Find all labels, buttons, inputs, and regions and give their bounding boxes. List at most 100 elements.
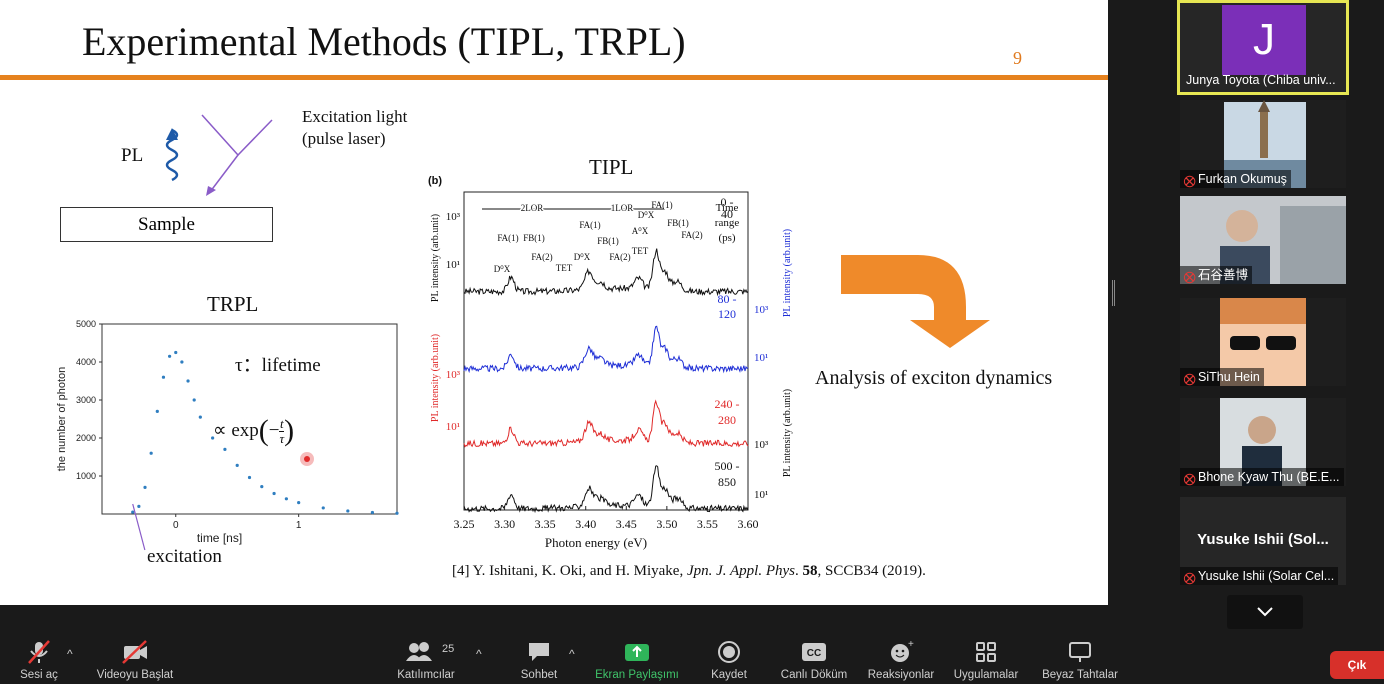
y-axis-label: the number of photon xyxy=(56,367,68,472)
trpl-data-point xyxy=(260,485,264,489)
participant-name: Junya Toyota (Chiba univ... xyxy=(1186,73,1336,87)
live-transcript-button[interactable]: CC Canlı Döküm xyxy=(776,639,852,681)
participant-label: ⛒ Yusuke Ishii (Solar Cel... xyxy=(1180,567,1339,585)
series-label: 850 xyxy=(718,475,736,489)
peak-label: D⁰X xyxy=(574,252,591,262)
y-tick-label: 5000 xyxy=(76,319,96,329)
participant-tile-ishitani[interactable]: ⛒ 石谷善博 xyxy=(1180,196,1346,284)
mic-muted-icon: ⛒ xyxy=(1184,572,1196,585)
sample-box: Sample xyxy=(60,207,273,242)
record-icon xyxy=(718,641,740,663)
audio-options-caret[interactable]: ^ xyxy=(67,647,73,661)
chat-icon xyxy=(529,643,549,661)
series-label: 80 - xyxy=(718,292,737,306)
leave-button[interactable]: Çık xyxy=(1330,651,1384,679)
legend-title: range xyxy=(715,217,740,229)
x-tick-label: 3.60 xyxy=(738,517,759,531)
spectrum-line xyxy=(463,399,749,448)
mute-button[interactable]: Sesi aç xyxy=(10,639,68,681)
trpl-data-point xyxy=(395,511,399,515)
spectrum-line xyxy=(463,248,749,297)
slide-number: 9 xyxy=(1013,48,1022,68)
trpl-data-point xyxy=(149,451,153,455)
left-y-axis-label: PL intensity (arb.unit) xyxy=(430,334,441,422)
participants-caret[interactable]: ^ xyxy=(476,647,482,661)
trpl-data-point xyxy=(186,379,190,383)
x-tick-label: 3.45 xyxy=(616,517,637,531)
x-axis-label: time [ns] xyxy=(197,531,242,545)
trpl-data-point xyxy=(247,475,252,480)
mic-muted-icon: ⛒ xyxy=(1184,373,1196,386)
participant-count: 25 xyxy=(442,643,455,655)
y-tick-label: 10³ xyxy=(446,211,461,223)
reference-citation: [4] Y. Ishitani, K. Oki, and H. Miyake, … xyxy=(452,563,926,579)
avatar-initial: J xyxy=(1222,5,1306,75)
chat-button[interactable]: Sohbet xyxy=(512,639,566,681)
peak-label: FA(2) xyxy=(609,252,630,262)
trpl-data-point xyxy=(321,506,325,510)
trpl-data-point xyxy=(284,497,288,501)
trpl-data-point xyxy=(143,485,147,489)
gallery-scroll-down-button[interactable] xyxy=(1227,595,1303,629)
tipl-title: TIPL xyxy=(589,155,634,179)
participant-tile-junya[interactable]: J Junya Toyota (Chiba univ... xyxy=(1177,0,1349,95)
mic-muted-icon xyxy=(28,640,50,664)
peak-label: FA(1) xyxy=(497,233,518,243)
tipl-plot-frame xyxy=(463,191,749,511)
whiteboards-button[interactable]: Beyaz Tahtalar xyxy=(1036,639,1124,681)
x-tick-label: 3.40 xyxy=(575,517,596,531)
svg-text:CC: CC xyxy=(807,648,821,659)
peak-label: FA(1) xyxy=(579,220,600,230)
trpl-data-point xyxy=(198,415,202,419)
video-off-icon xyxy=(122,640,147,664)
y-tick-label: 10³ xyxy=(754,304,769,316)
panel-resize-handle[interactable] xyxy=(1112,280,1115,306)
series-label: 40 xyxy=(721,207,733,221)
slide-title: Experimental Methods (TIPL, TRPL) xyxy=(82,19,686,64)
y-tick-label: 3000 xyxy=(76,395,96,405)
participant-tile-bhone[interactable]: ⛒ Bhone Kyaw Thu (BE.E... xyxy=(1180,398,1346,486)
peak-label: D⁰X xyxy=(638,210,655,220)
y-tick-label: 10¹ xyxy=(446,259,460,271)
x-tick-label: 3.25 xyxy=(454,517,475,531)
apps-button[interactable]: Uygulamalar xyxy=(948,639,1024,681)
reactions-button[interactable]: + Reaksiyonlar xyxy=(867,639,935,681)
whiteboard-icon xyxy=(1069,642,1091,662)
range-label: 1LOR xyxy=(611,203,634,213)
participant-label: ⛒ Bhone Kyaw Thu (BE.E... xyxy=(1180,468,1344,486)
x-tick-label: 1 xyxy=(296,520,302,531)
participant-tile-furkan[interactable]: ⛒ Furkan Okumuş xyxy=(1180,100,1346,188)
series-label: 0 - xyxy=(721,195,734,209)
peak-label: FA(1) xyxy=(651,200,672,210)
participant-tile-yusuke[interactable]: Yusuke Ishii (Sol... ⛒ Yusuke Ishii (Sola… xyxy=(1180,497,1346,585)
trpl-data-point xyxy=(223,447,227,451)
participant-tile-sithu[interactable]: ⛒ SiThu Hein xyxy=(1180,298,1346,386)
excitation-annotation: excitation xyxy=(147,546,222,567)
peak-label: TET xyxy=(632,246,649,256)
pulse-laser-label: (pulse laser) xyxy=(302,129,386,148)
tipl-spectra-chart: 3.25 3.30 3.35 3.40 3.45 3.50 3.55 3.60 Photon e… xyxy=(428,175,793,550)
meeting-toolbar: Sesi aç ^ Videoyu Başlat Katılımcılar 25… xyxy=(0,605,1384,684)
peak-label: A⁰X xyxy=(632,226,649,236)
start-video-button[interactable]: Videoyu Başlat xyxy=(92,639,178,681)
share-screen-button[interactable]: Ekran Paylaşımı xyxy=(592,639,682,681)
chat-caret[interactable]: ^ xyxy=(569,647,575,661)
record-button[interactable]: Kaydet xyxy=(703,639,755,681)
svg-text:+: + xyxy=(908,639,914,650)
peak-label: FB(1) xyxy=(597,236,619,246)
trpl-plot-frame xyxy=(101,323,398,515)
x-tick-label: 3.35 xyxy=(535,517,556,531)
trpl-data-point xyxy=(235,463,239,467)
analysis-label: Analysis of exciton dynamics xyxy=(815,367,1053,389)
right-y-axis-label: PL intensity (arb.unit) xyxy=(782,389,793,477)
y-tick-label: 10³ xyxy=(446,369,461,381)
shared-slide: Experimental Methods (TIPL, TRPL) 9 Exci… xyxy=(0,0,1108,605)
spectrum-line xyxy=(463,325,749,374)
participants-button[interactable]: Katılımcılar xyxy=(390,639,462,681)
spectrum-line xyxy=(463,465,749,514)
title-divider xyxy=(0,75,1108,80)
participant-label: ⛒ Furkan Okumuş xyxy=(1180,170,1291,188)
trpl-data-point xyxy=(346,509,350,513)
y-tick-label: 2000 xyxy=(76,433,96,443)
